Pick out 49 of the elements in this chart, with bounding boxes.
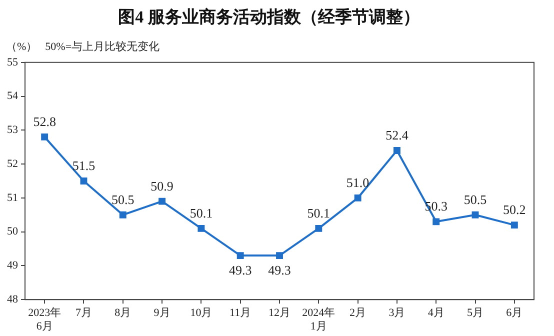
- x-tick-label: 2023年 6月: [28, 307, 62, 332]
- y-tick-label: 48: [7, 293, 18, 306]
- x-tick-label: 4月: [428, 307, 444, 320]
- point: [354, 194, 362, 202]
- y-tick-label: 54: [7, 90, 18, 102]
- x-tick-label: 6月: [506, 307, 523, 320]
- data-label: 49.3: [228, 262, 252, 278]
- data-label: 51.5: [72, 158, 96, 173]
- data-label: 50.9: [150, 178, 174, 194]
- y-tick-label: 55: [7, 56, 18, 68]
- point: [393, 147, 400, 154]
- point: [236, 252, 244, 260]
- x-tick-label: 10月: [190, 307, 212, 320]
- data-label: 52.8: [33, 114, 56, 129]
- x-tick-label: 8月: [114, 307, 132, 320]
- chart-title: 图4 服务业商务活动指数（经季节调整）: [118, 8, 420, 27]
- data-label: 52.4: [386, 127, 409, 142]
- data-label: 50.1: [307, 205, 330, 220]
- data-label: 50.5: [112, 192, 134, 207]
- point: [158, 198, 166, 205]
- data-label: 50.2: [503, 202, 526, 217]
- x-tick-label: 2月: [350, 307, 366, 320]
- data-label: 51.0: [346, 174, 370, 190]
- y-tick-label: 53: [7, 124, 18, 136]
- point: [472, 211, 479, 218]
- point: [119, 211, 126, 218]
- point: [80, 178, 88, 184]
- y-axis-title: （%）: [6, 40, 38, 53]
- x-tick-label: 9月: [154, 307, 170, 320]
- data-label: 50.5: [464, 192, 487, 207]
- point: [510, 222, 518, 229]
- text: 50%=与上月比较无变化: [45, 40, 160, 53]
- point: [198, 224, 205, 232]
- x-tick-label: 12月: [268, 307, 290, 320]
- data-label: 49.3: [268, 262, 291, 278]
- x-tick-label: 2024年 1月: [302, 307, 336, 332]
- point: [432, 218, 440, 226]
- point: [315, 224, 322, 232]
- point: [41, 133, 48, 140]
- x-tick-label: 7月: [75, 307, 92, 320]
- y-tick-label: 49: [7, 260, 18, 272]
- point: [276, 252, 283, 260]
- x-tick-label: 11月: [230, 307, 252, 320]
- x-tick-label: 3月: [388, 307, 406, 320]
- data-label: 50.1: [190, 205, 213, 220]
- y-tick-label: 51: [7, 192, 18, 204]
- y-tick-label: 50: [7, 226, 18, 238]
- y-tick-label: 52: [7, 158, 18, 170]
- x-tick-label: 5月: [467, 307, 484, 320]
